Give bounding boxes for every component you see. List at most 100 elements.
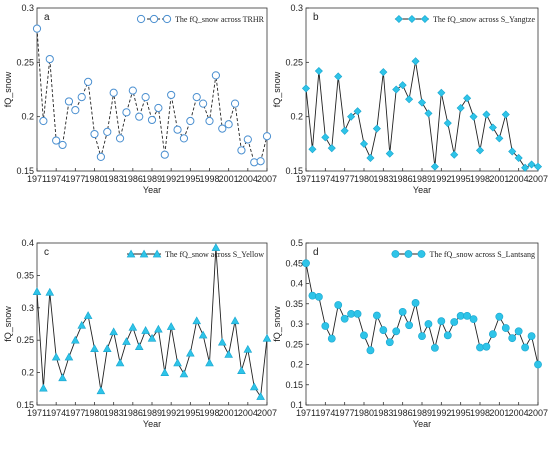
- x-tick-label: 1992: [161, 408, 181, 418]
- data-point: [353, 309, 362, 318]
- data-point: [217, 337, 227, 346]
- data-point: [314, 292, 323, 301]
- x-tick-label: 1989: [142, 408, 162, 418]
- data-point: [372, 124, 381, 133]
- x-tick-label: 1992: [161, 174, 181, 184]
- data-point: [385, 149, 394, 158]
- x-tick-label: 2001: [489, 174, 509, 184]
- data-point: [495, 312, 504, 321]
- data-point: [122, 337, 131, 345]
- x-tick-label: 1977: [335, 408, 355, 418]
- data-point: [514, 327, 523, 336]
- x-tick-label: 1986: [123, 408, 143, 418]
- plot-frame: [36, 7, 268, 172]
- data-point: [301, 84, 311, 93]
- data-point: [450, 318, 459, 326]
- data-point: [211, 71, 220, 80]
- data-point: [411, 299, 420, 307]
- x-tick-label: 1980: [84, 174, 104, 184]
- legend-marker: [404, 250, 413, 258]
- y-tick-label: 0.25: [285, 57, 303, 67]
- data-point: [71, 335, 80, 344]
- y-tick-label: 0.25: [285, 339, 303, 349]
- data-point: [359, 139, 369, 148]
- x-tick-label: 2007: [528, 174, 548, 184]
- data-point: [392, 85, 401, 94]
- data-point: [456, 103, 465, 112]
- data-point: [96, 386, 106, 395]
- data-point: [482, 110, 491, 119]
- data-point: [128, 322, 138, 331]
- data-point: [508, 334, 517, 343]
- data-point: [308, 145, 317, 154]
- x-tick-label: 2007: [257, 408, 277, 418]
- data-point: [527, 332, 536, 341]
- data-point: [205, 358, 214, 367]
- data-point: [147, 333, 157, 342]
- data-point: [508, 147, 517, 156]
- x-tick-label: 2007: [257, 174, 277, 184]
- x-tick-label: 1974: [315, 174, 335, 184]
- x-tick-label: 1998: [199, 408, 219, 418]
- y-tick-label: 0.5: [290, 238, 303, 248]
- x-tick-label: 1998: [199, 174, 219, 184]
- data-point: [198, 330, 208, 339]
- data-point: [51, 352, 61, 361]
- legend-marker: [394, 14, 403, 24]
- y-tick-label: 0.25: [16, 335, 34, 345]
- data-point: [463, 311, 472, 320]
- data-point: [327, 144, 336, 153]
- data-point: [39, 383, 48, 392]
- data-point: [243, 344, 253, 353]
- x-tick-label: 1983: [373, 174, 393, 184]
- data-point: [347, 309, 356, 318]
- data-point: [218, 124, 227, 133]
- data-point: [77, 320, 87, 329]
- data-point: [353, 107, 362, 116]
- x-tick-label: 2007: [528, 408, 548, 418]
- data-point: [256, 157, 265, 166]
- x-tick-label: 1992: [431, 174, 451, 184]
- data-point: [443, 331, 452, 340]
- legend-marker: [139, 249, 149, 258]
- data-point: [360, 331, 368, 340]
- data-point: [103, 127, 112, 136]
- y-tick-label: 0.2: [21, 368, 34, 378]
- data-point: [58, 140, 67, 150]
- x-tick-label: 2004: [509, 174, 529, 184]
- x-tick-label: 2001: [219, 174, 239, 184]
- panel-label: c: [44, 247, 49, 258]
- data-point: [154, 324, 163, 333]
- data-point: [128, 86, 137, 95]
- x-tick-label: 1989: [412, 408, 432, 418]
- legend-marker: [149, 14, 159, 24]
- data-point: [77, 93, 86, 102]
- data-point: [32, 24, 42, 33]
- data-point: [405, 95, 414, 104]
- x-tick-label: 2004: [509, 408, 529, 418]
- y-axis-label: fQ_snow: [272, 71, 282, 107]
- legend-marker: [391, 250, 400, 258]
- x-tick-label: 2004: [238, 408, 258, 418]
- data-point: [154, 103, 163, 113]
- x-tick-label: 1998: [470, 174, 490, 184]
- x-axis-label: Year: [143, 185, 161, 195]
- data-point: [475, 146, 485, 155]
- y-axis-label: fQ_snow: [3, 71, 13, 107]
- legend-marker: [136, 14, 146, 24]
- y-tick-label: 0.2: [290, 360, 303, 370]
- legend-marker: [417, 250, 426, 258]
- data-point: [64, 352, 74, 361]
- panel-label: d: [313, 247, 319, 258]
- data-point: [141, 326, 150, 334]
- x-tick-label: 1971: [27, 408, 47, 418]
- data-point: [430, 343, 439, 352]
- data-point: [45, 54, 54, 64]
- data-point: [340, 314, 349, 323]
- x-tick-label: 1986: [393, 408, 413, 418]
- data-point: [372, 311, 381, 320]
- data-point: [469, 315, 478, 324]
- data-point: [482, 342, 491, 351]
